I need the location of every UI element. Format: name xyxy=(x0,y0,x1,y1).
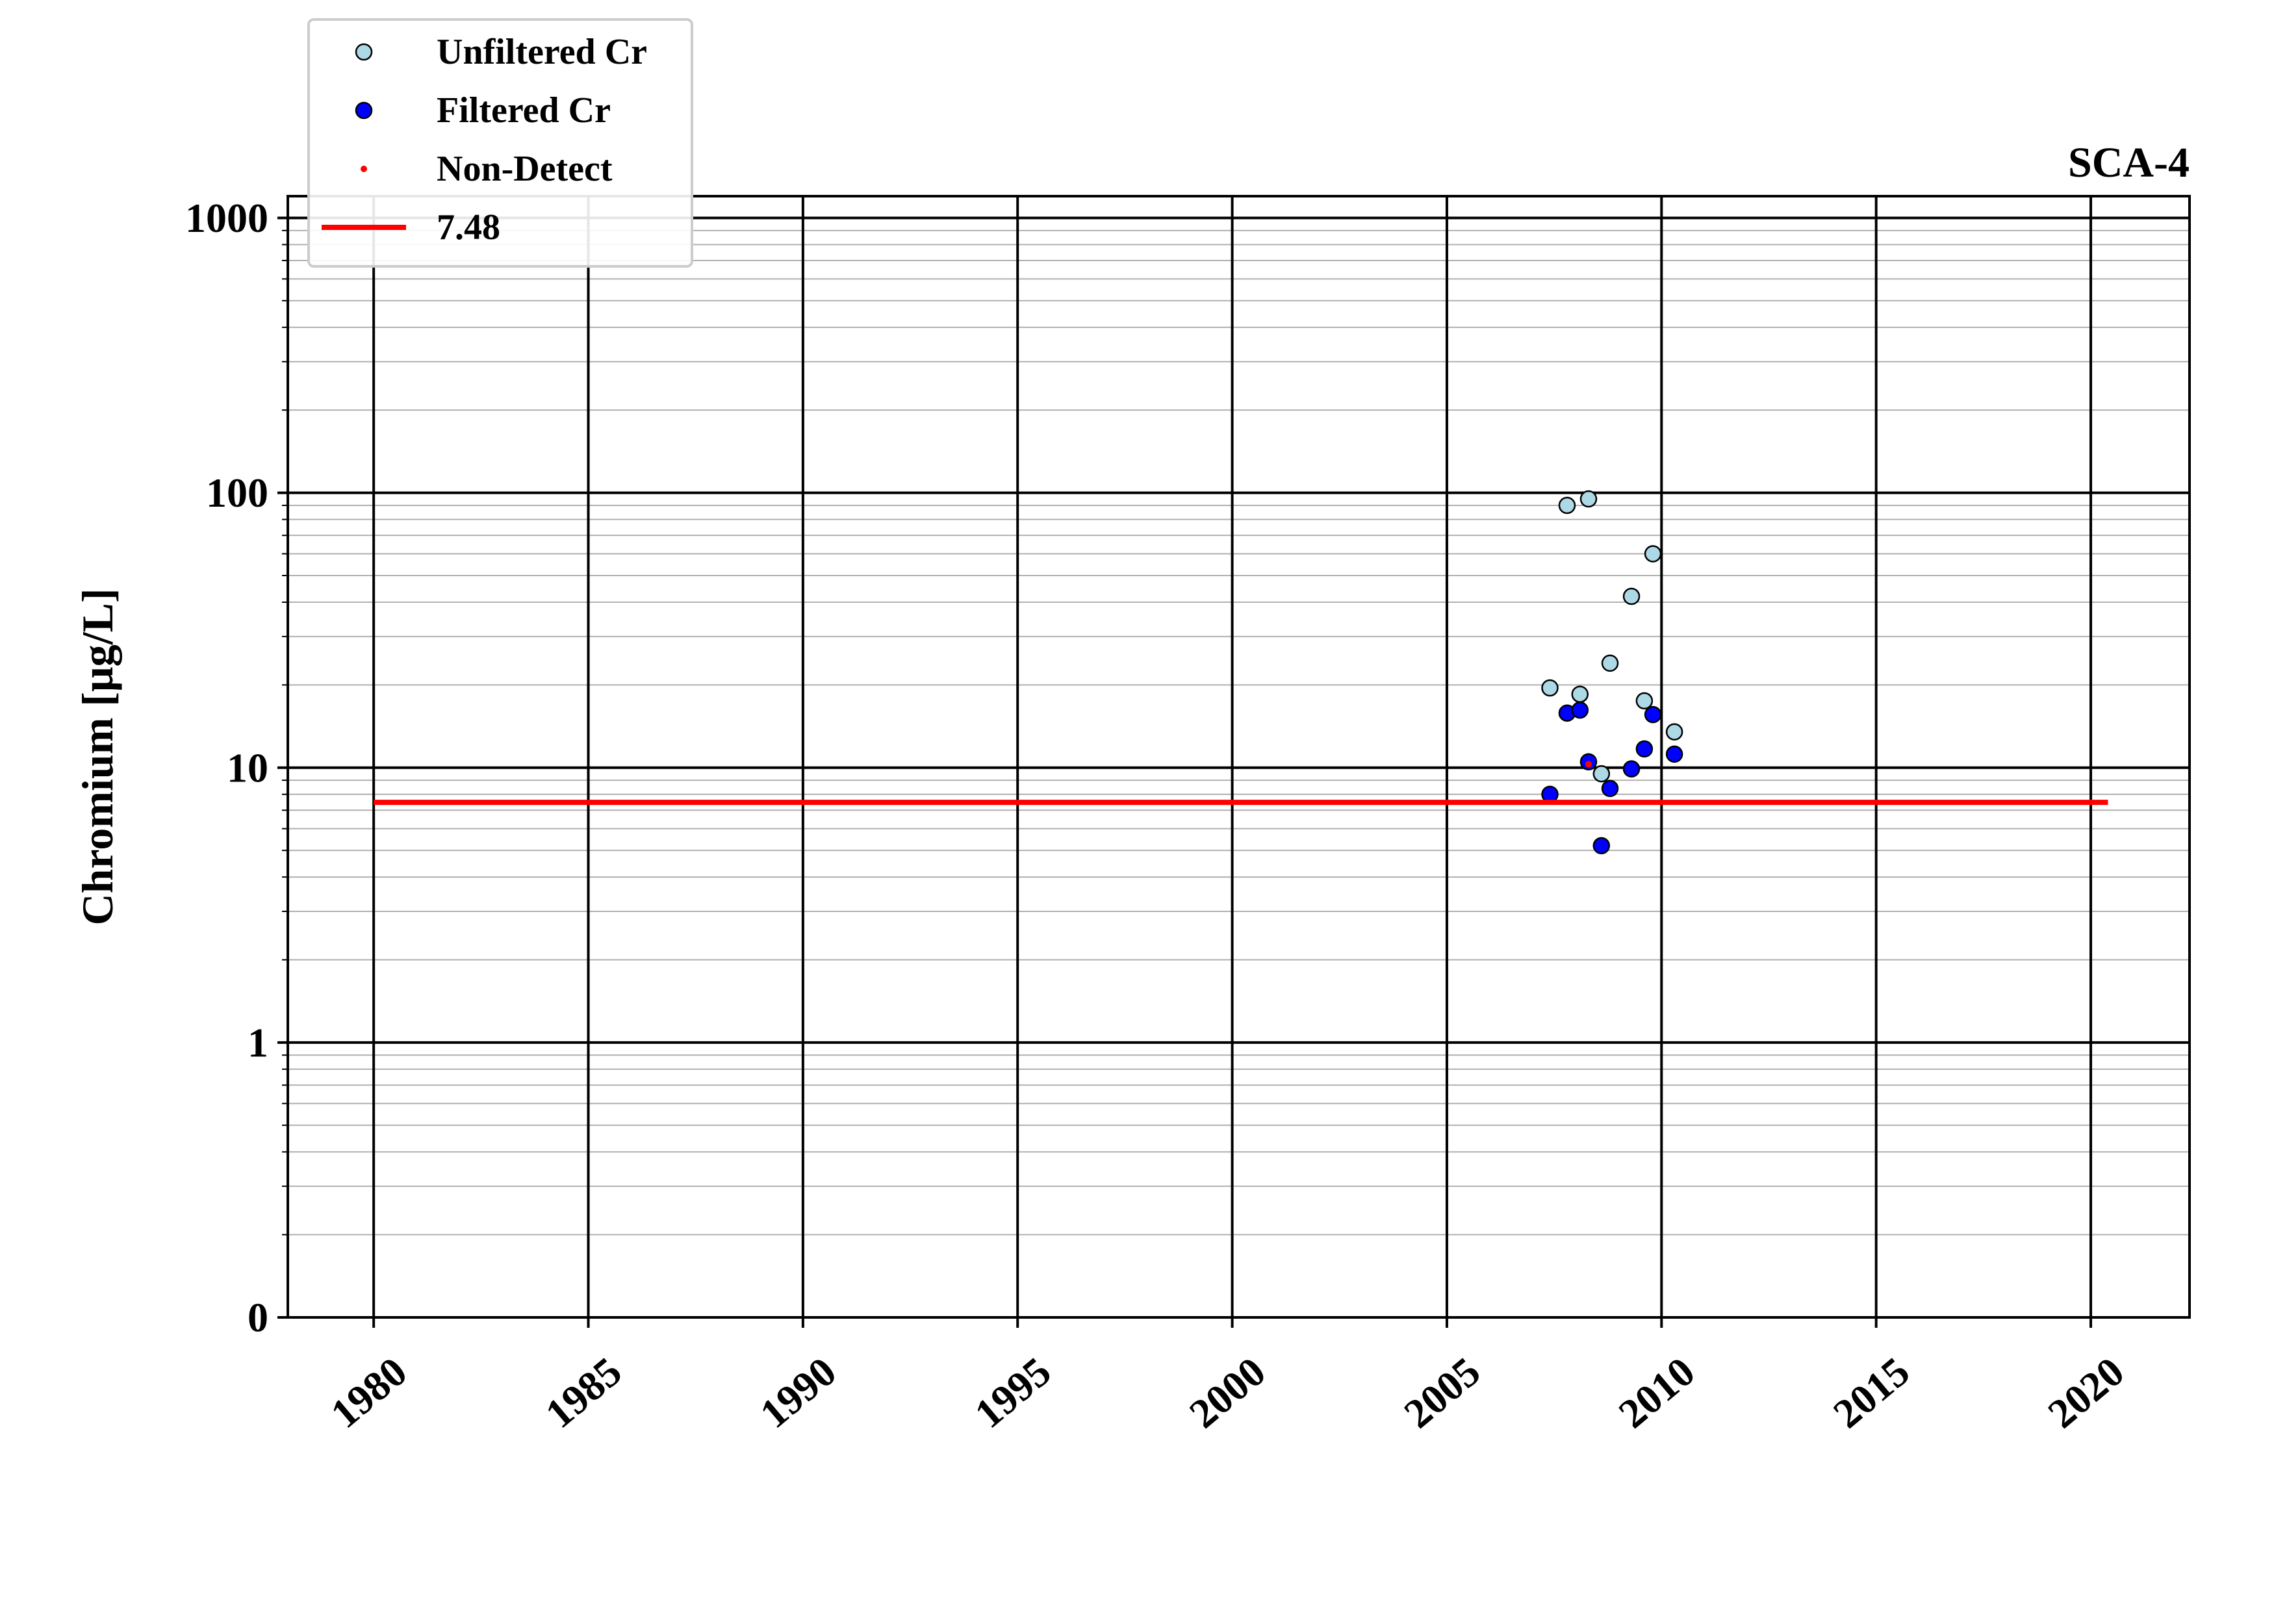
chart-title: SCA-4 xyxy=(2068,139,2190,186)
major-ticks xyxy=(277,216,2093,1328)
legend-marker-swatch xyxy=(355,43,373,61)
data-point xyxy=(1571,701,1589,719)
legend-dot-swatch xyxy=(361,166,367,172)
data-point xyxy=(1541,679,1559,697)
data-point xyxy=(1635,692,1654,710)
data-point xyxy=(1579,490,1598,508)
data-point xyxy=(1635,740,1654,758)
legend-box xyxy=(307,18,693,268)
data-point xyxy=(1592,765,1611,783)
legend: Unfiltered Cr Filtered Cr Non-Detect 7.48 xyxy=(307,18,693,268)
data-point xyxy=(1644,705,1662,724)
legend-marker-swatch xyxy=(355,101,373,120)
data-point xyxy=(1665,745,1683,763)
series-unfiltered-cr xyxy=(1541,490,1683,783)
data-point xyxy=(1665,723,1683,741)
data-point xyxy=(1622,760,1641,778)
data-point xyxy=(1601,654,1619,672)
legend-label: Unfiltered Cr xyxy=(437,32,647,72)
non-detect-point xyxy=(1585,761,1592,768)
legend-label: Non-Detect xyxy=(437,149,613,189)
y-tick-label: 100 xyxy=(206,470,268,516)
y-tick-label: 10 xyxy=(227,744,268,791)
y-axis-title: Chromium [μg/L] xyxy=(73,589,122,926)
series-non-detect xyxy=(1585,761,1592,768)
legend-label: Filtered Cr xyxy=(437,90,611,131)
y-tick-label: 1 xyxy=(248,1019,268,1065)
series-layer xyxy=(374,490,2108,855)
data-point xyxy=(1622,587,1641,605)
data-point xyxy=(1558,496,1576,514)
series-filtered-cr xyxy=(1541,701,1683,855)
data-point xyxy=(1571,685,1589,703)
legend-label: 7.48 xyxy=(437,207,500,247)
y-tick-labels: 0 1 10 100 1000 xyxy=(185,195,268,1340)
minor-gridlines xyxy=(288,229,2190,1236)
plot-frame xyxy=(287,195,2191,1319)
data-point xyxy=(1601,780,1619,798)
data-point xyxy=(1592,837,1611,855)
y-tick-label: 1000 xyxy=(185,195,268,241)
y-tick-label: 0 xyxy=(248,1295,268,1341)
data-point xyxy=(1644,545,1662,563)
